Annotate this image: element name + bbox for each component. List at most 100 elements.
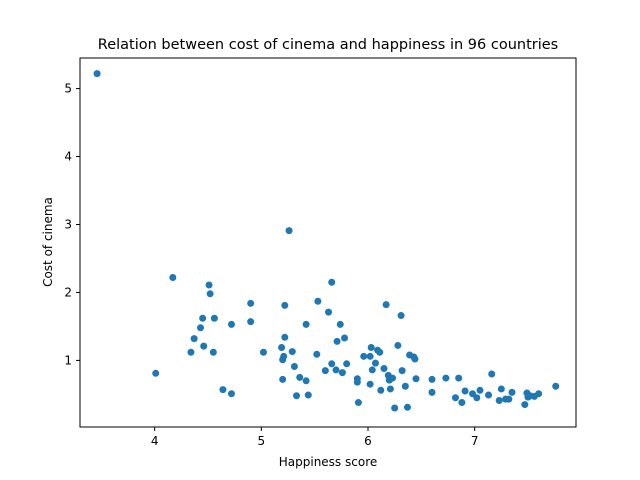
data-point: [199, 314, 207, 322]
y-tick-label: 1: [64, 353, 72, 367]
data-point: [205, 281, 213, 289]
plot-frame: [79, 57, 577, 428]
y-tick-label: 3: [64, 217, 72, 231]
data-point: [332, 366, 340, 374]
data-point: [360, 352, 368, 360]
data-point: [314, 297, 322, 305]
data-point: [328, 360, 336, 368]
data-point: [367, 343, 375, 351]
data-point: [455, 374, 463, 382]
data-point: [279, 375, 287, 383]
data-point: [169, 274, 177, 281]
data-point: [403, 403, 411, 411]
y-tick-label: 2: [64, 285, 72, 299]
data-point: [368, 366, 376, 374]
data-point: [281, 333, 289, 341]
data-point: [281, 301, 289, 309]
x-axis: 4 5 6 7: [151, 427, 479, 448]
data-point: [377, 386, 385, 394]
data-point: [485, 391, 493, 399]
data-point: [398, 367, 406, 375]
data-point: [336, 320, 344, 328]
data-point: [190, 335, 198, 343]
data-point: [285, 227, 293, 235]
data-point: [552, 382, 560, 390]
data-point: [461, 387, 469, 395]
data-point: [386, 385, 394, 393]
data-point: [313, 350, 321, 358]
data-point: [200, 342, 208, 350]
data-point: [366, 380, 374, 388]
data-point: [325, 308, 333, 316]
data-point: [321, 367, 329, 375]
data-point: [247, 299, 255, 307]
x-tick-label: 4: [151, 434, 159, 448]
data-point: [227, 390, 235, 398]
data-point: [428, 388, 436, 396]
x-axis-label: Happiness score: [279, 455, 378, 469]
data-point: [389, 374, 397, 382]
data-point: [353, 378, 361, 386]
data-point: [338, 369, 346, 377]
data-point: [187, 348, 195, 356]
data-point: [206, 290, 214, 298]
data-point: [476, 386, 484, 394]
data-point: [397, 312, 405, 320]
data-point: [247, 318, 255, 326]
data-point: [227, 320, 235, 328]
data-point: [505, 395, 513, 403]
data-point: [210, 314, 218, 322]
data-point: [293, 392, 301, 400]
data-point: [451, 394, 459, 402]
y-axis: 1 2 3 4 5: [64, 82, 80, 367]
data-point: [209, 348, 217, 356]
data-point: [495, 397, 503, 404]
data-point: [278, 343, 286, 351]
data-point: [521, 401, 529, 409]
y-tick-label: 5: [64, 82, 72, 96]
y-tick-label: 4: [64, 150, 72, 164]
data-point: [428, 375, 436, 383]
data-point: [497, 385, 505, 393]
data-point: [508, 388, 516, 396]
points-layer: [93, 70, 560, 412]
data-point: [343, 360, 351, 368]
data-point: [280, 352, 288, 360]
data-point: [333, 337, 341, 345]
y-axis-label: Cost of cinema: [41, 197, 55, 287]
data-point: [458, 399, 466, 407]
data-point: [197, 324, 205, 332]
data-point: [152, 369, 160, 377]
data-point: [290, 363, 298, 371]
data-point: [93, 70, 101, 78]
data-point: [391, 404, 399, 412]
data-point: [376, 348, 384, 356]
data-point: [401, 382, 409, 390]
data-point: [302, 377, 310, 385]
data-point: [302, 320, 310, 328]
data-point: [296, 373, 304, 381]
data-point: [304, 391, 312, 399]
x-tick-label: 6: [364, 434, 372, 448]
data-point: [380, 365, 388, 373]
data-point: [341, 334, 349, 342]
data-point: [288, 348, 296, 356]
data-point: [442, 374, 450, 382]
data-point: [366, 352, 374, 360]
data-point: [412, 375, 420, 383]
data-point: [219, 386, 227, 394]
data-point: [259, 348, 267, 356]
data-point: [354, 399, 362, 407]
data-point: [473, 394, 481, 402]
data-point: [382, 301, 390, 309]
data-point: [371, 359, 379, 367]
data-point: [394, 341, 402, 349]
data-point: [411, 355, 419, 363]
data-point: [535, 390, 543, 398]
chart-title: Relation between cost of cinema and happ…: [98, 37, 558, 53]
x-tick-label: 5: [258, 434, 266, 448]
x-tick-label: 7: [471, 434, 479, 448]
data-point: [488, 370, 496, 378]
